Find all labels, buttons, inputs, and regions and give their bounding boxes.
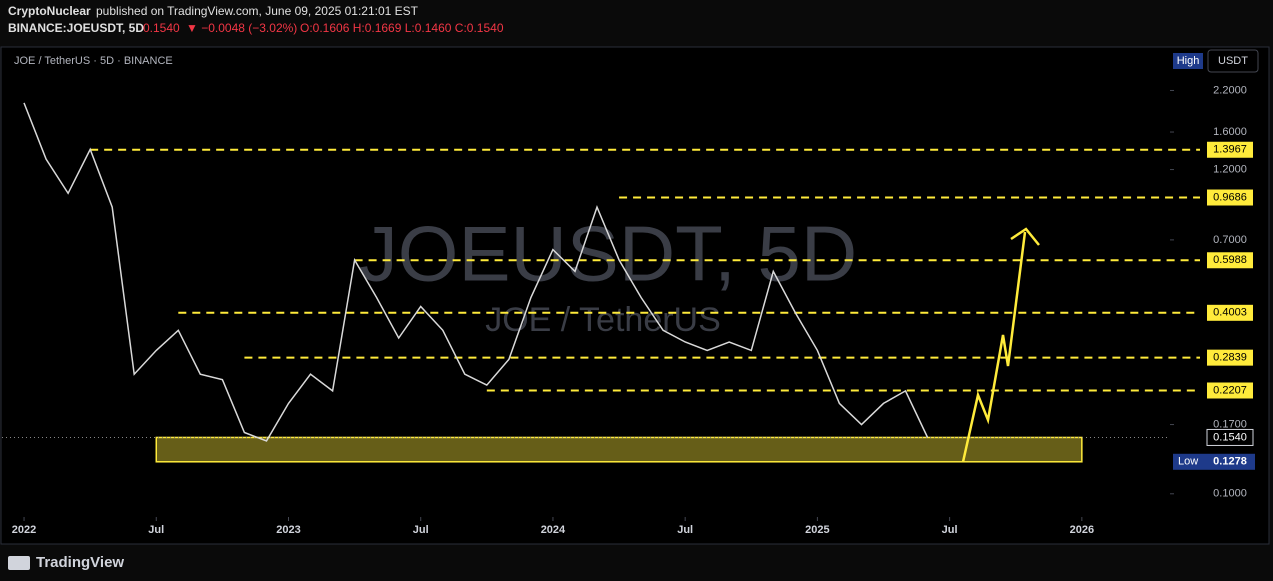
- high-label: High: [1177, 55, 1200, 67]
- level-badge: [1207, 349, 1253, 366]
- low-value: 0.1278: [1213, 456, 1247, 468]
- level-label: 0.2207: [1213, 384, 1247, 396]
- level-badge: [1207, 252, 1253, 269]
- y-tick-label: 2.2000: [1213, 84, 1247, 96]
- level-badge: [1207, 189, 1253, 206]
- level-badge: [1207, 304, 1253, 321]
- ohlc: O:0.1606 H:0.1669 L:0.1460 C:0.1540: [300, 21, 504, 35]
- x-tick-label: 2022: [12, 524, 36, 536]
- x-tick-label: Jul: [148, 524, 164, 536]
- last-badge: [1206, 428, 1254, 446]
- change: ▼ −0.0048 (−3.02%): [186, 21, 297, 35]
- projection-arrow: [961, 231, 1027, 463]
- currency-box[interactable]: [1207, 49, 1259, 73]
- brand: TradingView: [36, 554, 124, 571]
- x-tick-label: Jul: [942, 524, 958, 536]
- level-badge: [1207, 382, 1253, 399]
- chart-title: JOE / TetherUS · 5D · BINANCE: [14, 55, 173, 67]
- last-label: 0.1540: [1213, 431, 1247, 443]
- x-tick-label: Jul: [677, 524, 693, 536]
- support-zone: [155, 436, 1083, 463]
- currency[interactable]: USDT: [1218, 55, 1248, 67]
- y-tick-label: 1.2000: [1213, 163, 1247, 175]
- level-label: 0.4003: [1213, 307, 1247, 319]
- y-tick-label: 0.7000: [1213, 234, 1247, 246]
- x-tick-label: Jul: [413, 524, 429, 536]
- y-tick-label: 1.6000: [1213, 126, 1247, 138]
- level-badge: [1207, 141, 1253, 158]
- x-tick-label: 2025: [805, 524, 829, 536]
- watermark-sub: JOE / TetherUS: [485, 301, 721, 339]
- low-label: Low: [1178, 456, 1198, 468]
- published: published on TradingView.com, June 09, 2…: [96, 4, 419, 18]
- level-label: 1.3967: [1213, 144, 1247, 156]
- high-badge: [1173, 53, 1203, 69]
- author: CryptoNuclear: [8, 4, 91, 18]
- low-badge: [1173, 453, 1255, 470]
- last-price: 0.1540: [143, 21, 180, 35]
- arrow-head: [1010, 227, 1040, 246]
- y-tick-label: 0.1700: [1213, 418, 1247, 430]
- level-label: 0.5988: [1213, 254, 1247, 266]
- x-tick-label: 2023: [276, 524, 300, 536]
- x-tick-label: 2024: [541, 524, 566, 536]
- x-tick-label: 2026: [1070, 524, 1094, 536]
- level-label: 0.9686: [1213, 191, 1247, 203]
- symbol: BINANCE:JOEUSDT, 5D: [8, 21, 144, 35]
- level-label: 0.2839: [1213, 352, 1247, 364]
- watermark: JOEUSDT, 5D: [359, 210, 857, 298]
- logo: [8, 556, 30, 570]
- y-tick-label: 0.1000: [1213, 488, 1247, 500]
- price-line: [23, 102, 929, 442]
